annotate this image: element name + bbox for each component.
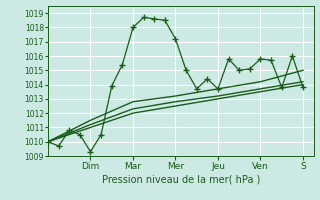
X-axis label: Pression niveau de la mer( hPa ): Pression niveau de la mer( hPa ) — [102, 175, 260, 185]
